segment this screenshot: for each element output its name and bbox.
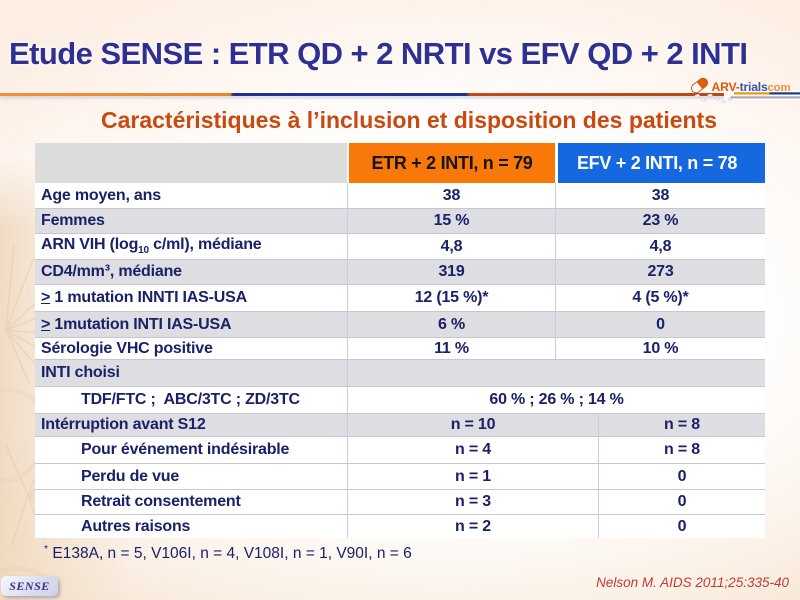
svg-text:ARV-trialscom: ARV-trialscom: [712, 80, 791, 94]
